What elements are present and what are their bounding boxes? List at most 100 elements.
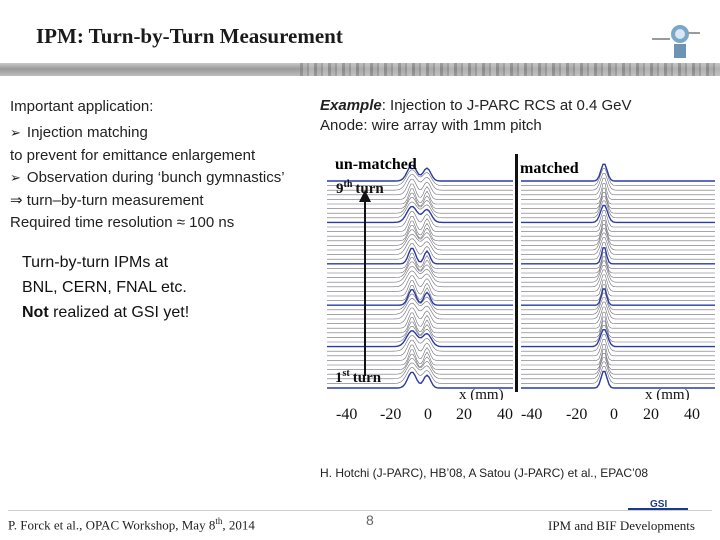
bullet-observation: ➢ Observation during ‘bunch gymnastics’ xyxy=(10,167,285,190)
resolution-prefix: Required time resolution xyxy=(10,214,173,231)
x-tick-label: -20 xyxy=(380,406,402,423)
profile-trace xyxy=(521,329,715,348)
example-description: : Injection to J-PARC RCS at 0.4 GeV xyxy=(381,97,632,114)
profile-trace xyxy=(327,358,513,375)
arrow-bullet-icon: ➢ xyxy=(10,171,21,186)
profile-trace xyxy=(521,274,715,292)
profile-trace xyxy=(521,353,715,370)
application-text: Important application: ➢ Injection matchi… xyxy=(10,96,285,234)
profile-trace xyxy=(327,183,513,200)
profile-trace xyxy=(521,200,715,219)
profile-trace xyxy=(327,252,513,269)
x-tick-label: 20 xyxy=(643,406,659,423)
profile-trace xyxy=(521,297,715,315)
footer-divider xyxy=(8,510,712,511)
profile-trace xyxy=(327,192,513,209)
x-tick-label: -40 xyxy=(336,406,358,423)
implies-line: ⇒ turn–by-turn measurement xyxy=(10,190,285,212)
profile-trace xyxy=(521,168,715,186)
profile-trace xyxy=(327,188,513,205)
waterfall-matched xyxy=(521,163,715,389)
profile-trace xyxy=(521,228,715,246)
implies-symbol: ⇒ xyxy=(10,192,23,209)
profile-trace xyxy=(327,257,513,274)
profile-trace xyxy=(327,371,513,389)
profile-trace xyxy=(521,173,715,191)
implies-text: turn–by-turn measurement xyxy=(26,192,204,209)
profile-trace xyxy=(327,289,513,306)
label-matched: matched xyxy=(520,160,579,177)
x-tick-label: 40 xyxy=(497,406,513,423)
profile-trace xyxy=(521,279,715,297)
profile-trace xyxy=(521,366,715,384)
profile-trace xyxy=(521,284,715,301)
profile-trace xyxy=(327,293,513,311)
profile-trace xyxy=(327,307,513,324)
bullet-injection: ➢ Injection matching xyxy=(10,122,285,145)
note-line-3-rest: realized at GSI yet! xyxy=(48,304,190,321)
profile-trace xyxy=(521,320,715,338)
footer-author-text: P. Forck et al., OPAC Workshop, May 8 xyxy=(8,517,216,533)
profile-trace xyxy=(327,312,513,329)
footer-author: P. Forck et al., OPAC Workshop, May 8th,… xyxy=(8,516,255,533)
profile-trace xyxy=(327,178,513,196)
profile-trace xyxy=(327,325,513,343)
profile-trace xyxy=(327,362,513,380)
profile-trace xyxy=(521,311,715,329)
x-tick-label: 40 xyxy=(684,406,700,423)
panel-divider xyxy=(515,154,518,392)
arrow-bullet-icon: ➢ xyxy=(10,126,21,141)
profile-trace xyxy=(327,275,513,292)
profile-trace xyxy=(327,205,513,224)
profile-trace xyxy=(327,229,513,246)
footer-author-year: , 2014 xyxy=(222,517,255,533)
profile-trace xyxy=(327,247,513,265)
profile-trace xyxy=(327,330,513,348)
citation: H. Hotchi (J-PARC), HB’08, A Satou (J-PA… xyxy=(320,466,649,480)
profile-trace xyxy=(327,238,513,255)
label-9th-turn: 9th turn xyxy=(336,179,384,197)
profile-trace xyxy=(327,220,513,237)
profile-trace xyxy=(521,196,715,214)
application-heading: Important application: xyxy=(10,98,154,115)
profile-trace xyxy=(327,201,513,219)
profile-trace xyxy=(327,317,513,334)
profile-trace xyxy=(521,232,715,251)
profile-trace xyxy=(327,353,513,370)
profile-trace xyxy=(327,280,513,297)
approx-symbol: ≈ xyxy=(176,214,185,231)
profile-trace xyxy=(521,361,715,380)
profile-trace xyxy=(521,252,715,269)
page-number: 8 xyxy=(366,512,374,528)
resolution-line: Required time resolution ≈ 100 ns xyxy=(10,212,285,234)
profile-trace xyxy=(327,344,513,361)
example-text: Example: Injection to J-PARC RCS at 0.4 … xyxy=(320,96,632,136)
profile-trace xyxy=(521,292,715,311)
profile-trace xyxy=(327,335,513,352)
profile-trace xyxy=(521,256,715,274)
profile-trace xyxy=(521,247,715,265)
ipm-note-box: Turn-by-turn IPMs at BNL, CERN, FNAL etc… xyxy=(22,250,189,325)
x-tick-label: -20 xyxy=(566,406,588,423)
profile-trace xyxy=(327,270,513,288)
x-tick-label: 0 xyxy=(424,406,432,423)
note-line-2: BNL, CERN, FNAL etc. xyxy=(22,279,187,296)
profile-trace xyxy=(521,187,715,205)
profile-trace xyxy=(327,367,513,384)
x-tick-label: -40 xyxy=(521,406,543,423)
profile-trace xyxy=(327,211,513,228)
bullet-observation-text: Observation during ‘bunch gymnastics’ xyxy=(26,169,285,186)
profile-trace xyxy=(327,216,513,232)
xlabel-left: x (mm) xyxy=(459,387,504,400)
footer-author-sup: th xyxy=(215,516,223,526)
slide-title: IPM: Turn-by-Turn Measurement xyxy=(36,24,343,48)
profile-trace xyxy=(327,285,513,301)
profile-trace xyxy=(327,261,513,278)
profile-trace xyxy=(521,204,715,224)
example-line: Example: Injection to J-PARC RCS at 0.4 … xyxy=(320,96,632,116)
profile-trace xyxy=(521,220,715,237)
profile-trace xyxy=(327,169,513,186)
profile-trace xyxy=(521,370,715,389)
note-line-1: Turn-by-turn IPMs at xyxy=(22,254,169,271)
profile-trace xyxy=(521,163,715,182)
